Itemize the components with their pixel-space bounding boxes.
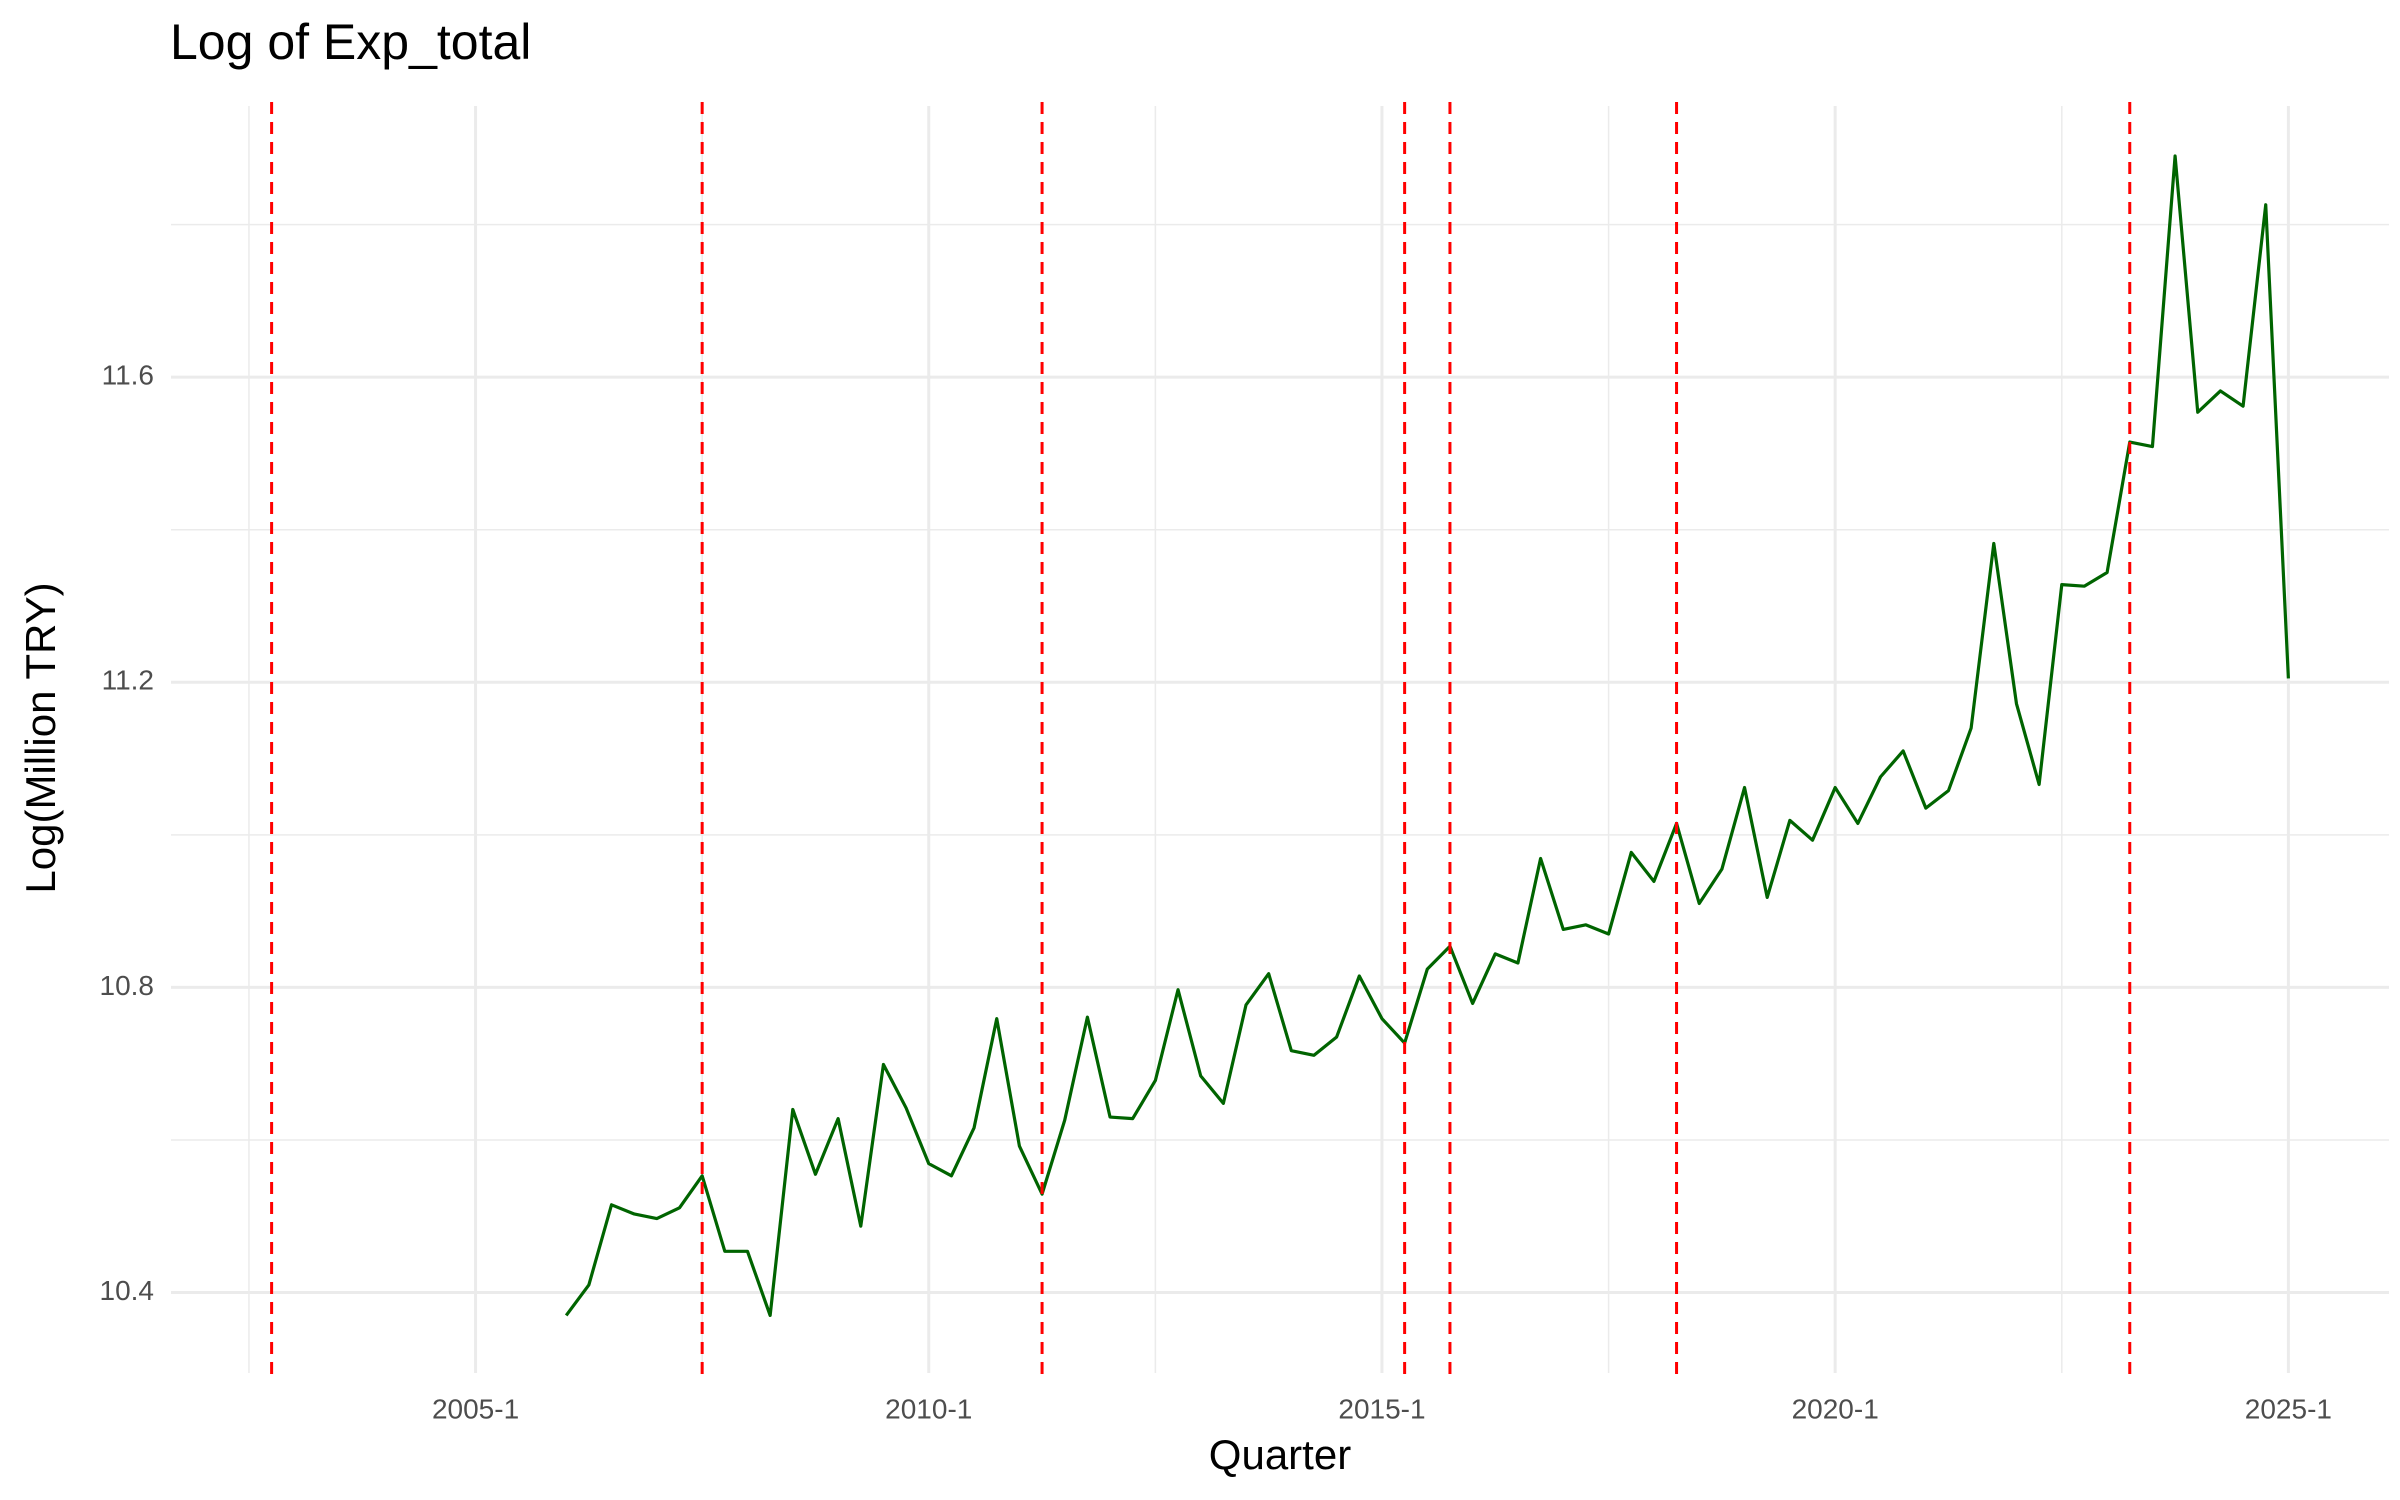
x-tick-label: 2010-1 [885, 1393, 972, 1424]
y-tick-label: 11.6 [102, 360, 154, 391]
chart-title: Log of Exp_total [170, 14, 531, 70]
data-line [564, 154, 2290, 1318]
x-tick-label: 2015-1 [1338, 1393, 1425, 1424]
y-axis-label: Log(Million TRY) [17, 582, 64, 893]
x-axis-label: Quarter [1209, 1431, 1351, 1478]
y-tick-label: 11.2 [102, 665, 154, 696]
y-tick-label: 10.8 [100, 970, 155, 1001]
x-tick-label: 2025-1 [2245, 1393, 2332, 1424]
x-tick-label: 2005-1 [432, 1393, 519, 1424]
y-tick-label: 10.4 [100, 1275, 155, 1306]
x-tick-label: 2020-1 [1792, 1393, 1879, 1424]
